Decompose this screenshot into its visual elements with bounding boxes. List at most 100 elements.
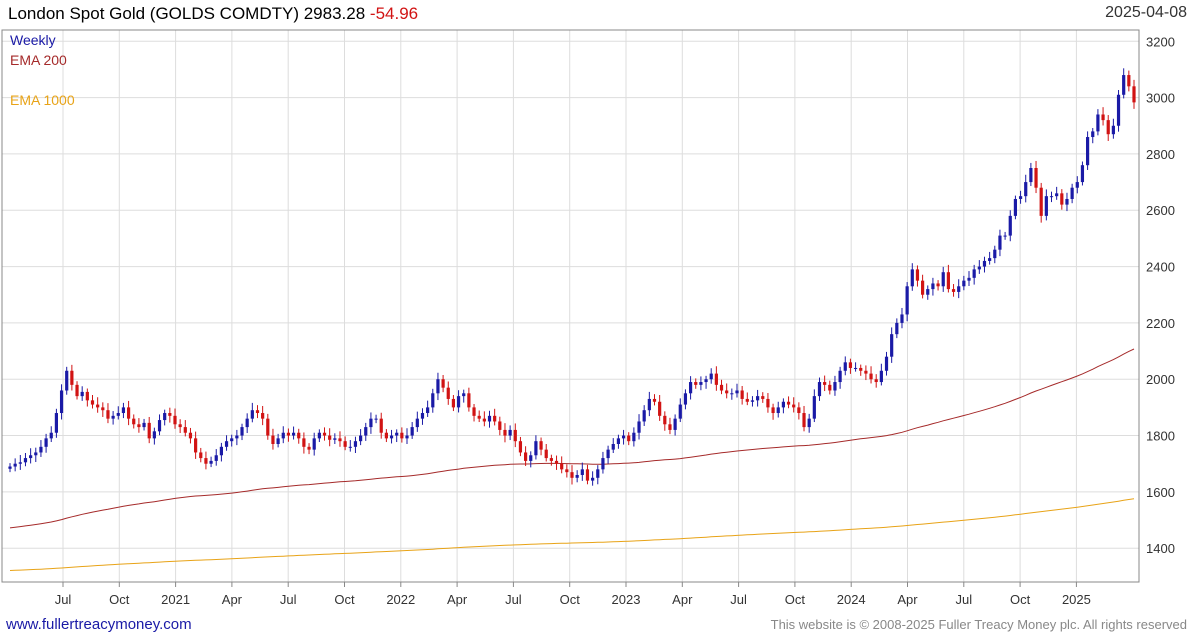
- candle-body: [369, 418, 373, 428]
- candle-body: [317, 432, 321, 439]
- candle-body: [838, 370, 842, 383]
- candle-body: [750, 400, 755, 402]
- candle-body: [1039, 187, 1043, 216]
- candle-body: [245, 418, 249, 428]
- candle-body: [699, 382, 703, 385]
- candle-body: [704, 379, 708, 383]
- candle-body: [745, 398, 749, 402]
- candle-body: [364, 427, 368, 436]
- candle-body: [591, 477, 595, 481]
- candle-body: [482, 418, 486, 422]
- candle-body: [250, 410, 254, 419]
- candle-body: [333, 438, 337, 440]
- x-tick-label: Jul: [505, 592, 522, 607]
- candle-body: [1018, 196, 1023, 199]
- candle-body: [343, 441, 347, 447]
- candle-body: [493, 415, 497, 422]
- website-link[interactable]: www.fullertreacymoney.com: [6, 616, 192, 633]
- candle-body: [554, 460, 559, 464]
- candle-body: [1075, 182, 1079, 188]
- candle-body: [957, 286, 961, 292]
- candle-body: [632, 432, 636, 442]
- candle-body: [276, 438, 280, 444]
- candle-body: [322, 432, 327, 436]
- candle-body: [137, 424, 141, 428]
- candle-body: [560, 463, 564, 470]
- candle-body: [781, 401, 785, 408]
- candle-body: [132, 418, 136, 425]
- y-tick-label: 2600: [1146, 203, 1175, 218]
- candle-body: [549, 458, 553, 461]
- candle-body: [812, 396, 816, 419]
- legend-ema-200: EMA 200: [10, 52, 67, 68]
- candle-body: [627, 435, 631, 442]
- x-tick-label: Jul: [55, 592, 72, 607]
- candle-body: [1080, 165, 1085, 183]
- price-change: -54.96: [369, 4, 419, 23]
- x-tick-label: Jul: [955, 592, 972, 607]
- candle-body: [374, 418, 378, 420]
- candle-body: [792, 404, 796, 408]
- candle-body: [1091, 131, 1095, 138]
- candle-body: [843, 362, 847, 371]
- candle-body: [802, 413, 806, 428]
- candle-body: [1122, 75, 1126, 95]
- candle-body: [410, 427, 414, 436]
- candle-body: [338, 438, 342, 442]
- candle-body: [761, 396, 765, 399]
- candle-body: [255, 410, 260, 414]
- candle-body: [1070, 187, 1074, 199]
- x-tick-label: Apr: [222, 592, 243, 607]
- candle-body: [647, 398, 651, 411]
- candle-body: [926, 289, 930, 295]
- candle-body: [1055, 193, 1059, 197]
- candle-body: [518, 441, 523, 453]
- candle-body: [931, 283, 935, 290]
- candle-body: [596, 469, 600, 478]
- candle-body: [621, 435, 626, 439]
- chart-title: London Spot Gold (GOLDS COMDTY) 2983.28 …: [8, 4, 418, 24]
- candle-body: [312, 438, 316, 450]
- candle-body: [941, 272, 945, 287]
- candle-body: [29, 455, 33, 459]
- y-tick-label: 3200: [1146, 34, 1175, 49]
- y-tick-label: 2200: [1146, 316, 1175, 331]
- candle-body: [967, 277, 971, 281]
- candle-body: [1101, 114, 1105, 121]
- candle-body: [1008, 215, 1012, 236]
- candle-body: [286, 432, 291, 436]
- candle-body: [1060, 193, 1064, 205]
- candle-body: [580, 469, 584, 475]
- candle-body: [152, 431, 156, 439]
- candle-body: [1049, 196, 1054, 198]
- candle-body: [988, 258, 992, 261]
- x-tick-label: Oct: [560, 592, 581, 607]
- candle-body: [616, 438, 621, 444]
- candle-body: [23, 458, 28, 463]
- candle-body: [735, 390, 739, 394]
- candle-body: [224, 441, 229, 447]
- candle-body: [673, 418, 677, 430]
- candle-body: [683, 393, 688, 405]
- candle-body: [823, 382, 827, 385]
- candle-body: [833, 382, 837, 391]
- candle-body: [982, 260, 987, 267]
- candle-body: [611, 444, 615, 450]
- candle-body: [1024, 182, 1028, 197]
- candle-body: [240, 427, 244, 436]
- candle-body: [606, 449, 610, 459]
- copyright-notice: This website is © 2008-2025 Fuller Treac…: [770, 617, 1187, 632]
- candle-body: [694, 382, 698, 385]
- x-tick-label: 2025: [1062, 592, 1091, 607]
- y-tick-label: 2400: [1146, 260, 1175, 275]
- candle-body: [864, 370, 868, 374]
- candle-body: [183, 427, 187, 433]
- candle-body: [13, 463, 17, 467]
- candle-body: [379, 418, 383, 433]
- candle-body: [90, 400, 95, 405]
- candle-body: [441, 379, 445, 388]
- x-tick-label: Oct: [334, 592, 355, 607]
- legend-weekly: Weekly: [10, 32, 56, 48]
- y-tick-label: 1800: [1146, 429, 1175, 444]
